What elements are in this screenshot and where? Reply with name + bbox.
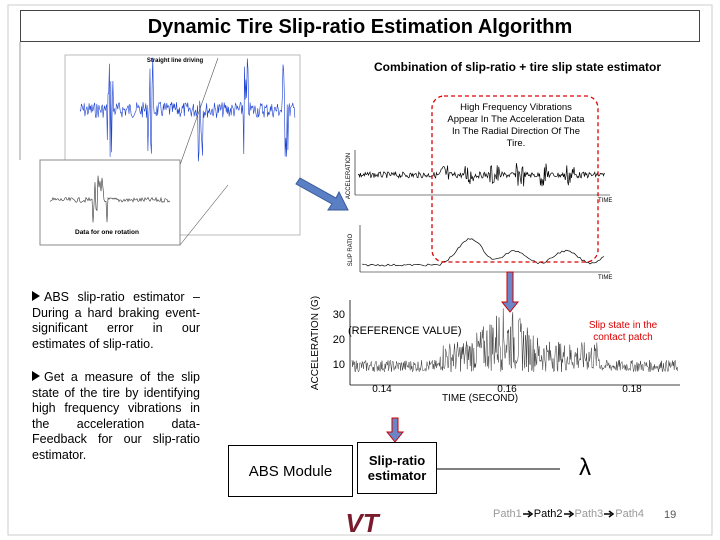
axis-label: SLIP RATIO xyxy=(348,233,354,266)
arrow xyxy=(563,510,574,518)
axis-label: ACCELERATION xyxy=(346,153,352,199)
y-tick-label: 30 xyxy=(333,309,345,321)
slip-signal xyxy=(361,238,605,267)
x-tick-label: 0.16 xyxy=(497,384,517,395)
arrow xyxy=(385,417,405,443)
path-arrow xyxy=(563,510,574,518)
logo: VT xyxy=(345,508,380,538)
y-tick-label: 10 xyxy=(333,359,345,371)
callout-text: High Frequency Vibrations Appear In The … xyxy=(447,102,585,149)
path-link[interactable]: Path3 xyxy=(574,508,604,520)
acceleration-signal xyxy=(351,308,679,373)
estimator: Slip-ratio estimator xyxy=(357,442,437,494)
reference-label: (REFERENCE VALUE) xyxy=(348,325,461,337)
x-tick-label: 0.18 xyxy=(622,384,642,395)
page-number: 19 xyxy=(664,509,677,521)
arrow xyxy=(295,177,349,211)
trace xyxy=(357,163,605,187)
callout-outline xyxy=(431,95,599,263)
axis-label: TIME (SECOND) xyxy=(442,393,518,404)
frame xyxy=(7,4,713,536)
blue-signal xyxy=(79,57,296,162)
arrow xyxy=(500,271,520,313)
trace xyxy=(49,175,171,223)
arrow xyxy=(522,510,533,518)
inset-caption: Data for one rotation xyxy=(75,229,139,236)
note: Slip state in the contact patch xyxy=(588,320,658,343)
vibration-signal xyxy=(357,163,605,187)
arrow xyxy=(604,510,615,518)
trace xyxy=(361,238,605,267)
inset-signal xyxy=(49,175,171,223)
ticks: 30 20 10 0.14 0.16 0.18 xyxy=(333,309,642,395)
subtitle: Combination of slip-ratio + tire slip st… xyxy=(373,60,662,74)
bullet: ABS slip-ratio estimator – During a hard… xyxy=(32,290,200,351)
plot-title: Straight line driving xyxy=(147,58,204,64)
path-link[interactable]: Path1 xyxy=(493,508,522,520)
abs-module: ABS Module xyxy=(228,445,353,497)
y-tick-label: 20 xyxy=(333,334,345,346)
zoom-line xyxy=(179,184,229,246)
path-link[interactable]: Path4 xyxy=(615,508,644,520)
path-arrow xyxy=(604,510,615,518)
lambda: λ xyxy=(579,454,591,481)
inset-frame xyxy=(39,159,181,246)
zoom-line xyxy=(179,57,219,166)
bullet: Get a measure of the slip state of the t… xyxy=(32,370,200,462)
slide-title: Dynamic Tire Slip-ratio Estimation Algor… xyxy=(20,10,700,42)
trace xyxy=(79,57,296,162)
x-tick-label: 0.14 xyxy=(372,384,392,395)
path-arrow xyxy=(522,510,533,518)
axis-label: TIME xyxy=(598,275,612,281)
path-nav: Path1 Path2 Path3 Path4 xyxy=(493,508,644,520)
axis-label: TIME xyxy=(598,198,612,204)
trace xyxy=(351,308,679,373)
axis-label: ACCELERATION (G) xyxy=(310,296,321,390)
path-link[interactable]: Path2 xyxy=(533,508,563,520)
